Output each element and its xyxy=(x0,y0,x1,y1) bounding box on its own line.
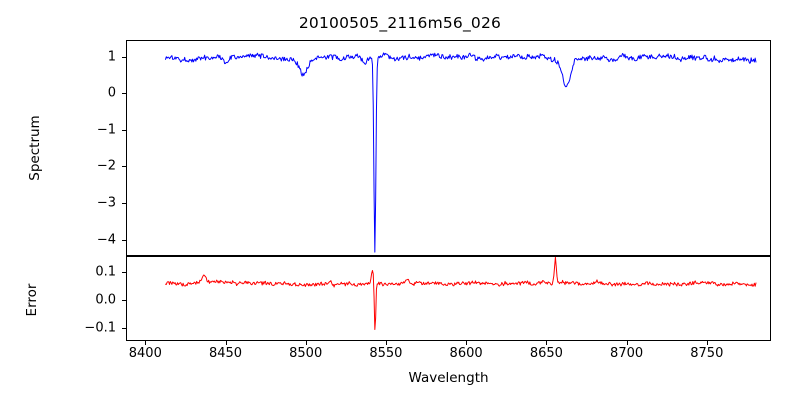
spectrum-axis-label: Spectrum xyxy=(27,115,43,181)
y-tick-mark xyxy=(122,202,126,204)
y-tick-mark xyxy=(122,166,126,168)
y-tick-label: −1 xyxy=(96,122,116,138)
x-tick-mark xyxy=(145,341,147,345)
x-tick-mark xyxy=(385,341,387,345)
y-tick-label: −2 xyxy=(96,158,116,174)
y-tick-mark xyxy=(122,328,126,330)
x-tick-label: 8500 xyxy=(289,346,323,361)
spectrum-line-series xyxy=(165,52,757,253)
x-tick-mark xyxy=(706,341,708,345)
x-tick-mark xyxy=(626,341,628,345)
y-tick-label: 0.0 xyxy=(95,292,116,308)
y-tick-mark xyxy=(122,239,126,241)
y-tick-label: 0 xyxy=(107,85,116,101)
error-line-series xyxy=(165,257,757,330)
error-plot-area xyxy=(126,256,771,341)
figure-title: 20100505_2116m56_026 xyxy=(298,14,502,32)
y-tick-label: −3 xyxy=(96,195,116,211)
y-tick-label: −0.1 xyxy=(84,320,116,336)
x-tick-label: 8450 xyxy=(208,346,243,361)
x-tick-label: 8750 xyxy=(690,346,724,361)
y-tick-label: 1 xyxy=(107,49,116,64)
y-tick-label: 0.1 xyxy=(95,264,116,280)
y-tick-mark xyxy=(122,56,126,58)
x-tick-mark xyxy=(546,341,548,345)
y-tick-mark xyxy=(122,299,126,301)
x-tick-label: 8550 xyxy=(369,346,403,361)
y-tick-label: −4 xyxy=(96,232,116,247)
y-tick-mark xyxy=(122,271,126,273)
y-tick-mark xyxy=(122,93,126,95)
y-tick-mark xyxy=(122,129,126,131)
x-axis-label: Wavelength xyxy=(408,370,489,386)
x-tick-label: 8400 xyxy=(128,346,162,361)
x-tick-mark xyxy=(225,341,227,345)
x-tick-label: 8650 xyxy=(529,346,563,361)
x-tick-mark xyxy=(466,341,468,345)
x-tick-mark xyxy=(305,341,307,345)
x-tick-label: 8600 xyxy=(449,346,483,361)
spectrum-plot-area xyxy=(126,40,771,256)
x-tick-label: 8700 xyxy=(610,346,644,361)
